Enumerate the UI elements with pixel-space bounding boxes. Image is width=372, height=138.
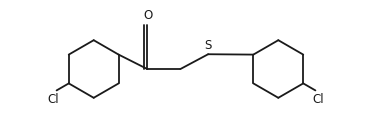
Text: S: S [205, 39, 212, 52]
Text: O: O [143, 10, 153, 22]
Text: Cl: Cl [48, 93, 60, 106]
Text: Cl: Cl [312, 93, 324, 106]
